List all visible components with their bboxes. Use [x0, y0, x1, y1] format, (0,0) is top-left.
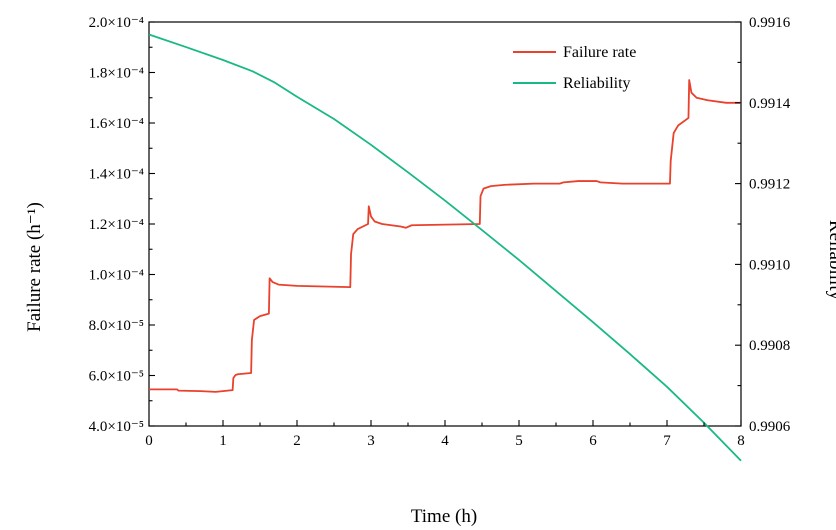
left-y-tick-label: 6.0×10⁻⁵ [89, 369, 144, 385]
left-y-tick-label: 1.8×10⁻⁴ [89, 66, 144, 82]
x-tick-label: 3 [367, 433, 375, 449]
left-y-tick-label: 1.6×10⁻⁴ [89, 116, 144, 132]
left-y-tick-label: 4.0×10⁻⁵ [89, 419, 144, 435]
right-y-tick-label: 0.9916 [749, 15, 791, 31]
x-axis: 0 1 2 3 4 5 6 7 8 [145, 420, 745, 449]
right-y-tick-label: 0.9910 [749, 257, 790, 273]
right-y-axis: 0.9906 0.9908 0.9910 0.9912 0.9914 0.9916 [735, 15, 791, 435]
x-tick-label: 4 [441, 433, 449, 449]
x-tick-label: 8 [737, 433, 745, 449]
x-axis-title: Time (h) [411, 506, 477, 527]
right-y-tick-label: 0.9906 [749, 419, 791, 435]
series-line-failure-rate [149, 79, 741, 393]
legend: Failure rate Reliability [513, 44, 636, 92]
left-y-tick-label: 8.0×10⁻⁵ [89, 318, 144, 334]
left-y-tick-label: 1.2×10⁻⁴ [89, 217, 144, 233]
x-tick-label: 1 [219, 433, 227, 449]
left-y-tick-label: 2.0×10⁻⁴ [89, 15, 144, 31]
legend-label: Failure rate [563, 44, 636, 61]
right-y-tick-label: 0.9912 [749, 177, 790, 193]
right-y-tick-label: 0.9914 [749, 96, 791, 112]
x-tick-label: 0 [145, 433, 153, 449]
left-y-tick-label: 1.4×10⁻⁴ [89, 167, 144, 183]
right-y-axis-title: Reliability [825, 220, 836, 301]
right-y-tick-label: 0.9908 [749, 338, 790, 354]
x-tick-label: 7 [663, 433, 671, 449]
legend-label: Reliability [563, 75, 631, 92]
left-y-axis-title: Failure rate (h⁻¹) [24, 202, 45, 332]
series-line-reliability [148, 33, 742, 462]
left-y-axis: 4.0×10⁻⁵ 6.0×10⁻⁵ 8.0×10⁻⁵ 1.0×10⁻⁴ 1.2×10⁻⁴… [89, 15, 155, 435]
left-y-tick-label: 1.0×10⁻⁴ [89, 268, 144, 284]
x-tick-label: 6 [589, 433, 597, 449]
series-layer [148, 33, 742, 462]
x-tick-label: 5 [515, 433, 523, 449]
x-tick-label: 2 [293, 433, 301, 449]
